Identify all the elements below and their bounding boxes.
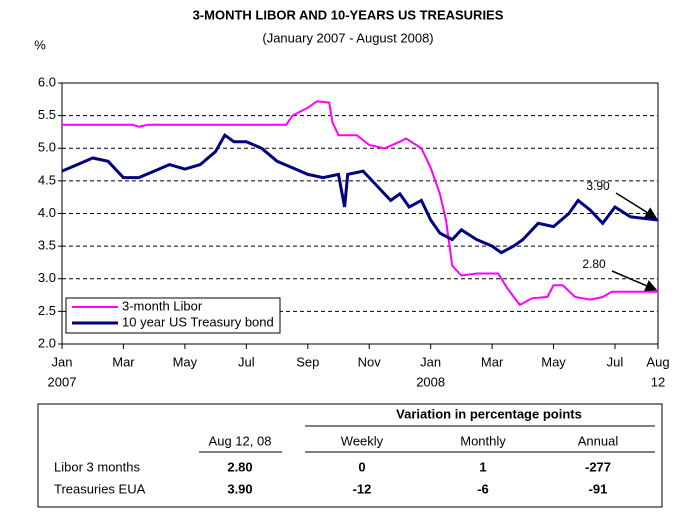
y-tick-label: 4.0 bbox=[38, 205, 56, 220]
legend-label: 10 year US Treasury bond bbox=[122, 314, 274, 329]
table-column-header: Aug 12, 08 bbox=[209, 433, 272, 448]
y-tick-label: 3.5 bbox=[38, 238, 56, 253]
x-year-label: 12 bbox=[651, 374, 665, 389]
x-year-label: 2008 bbox=[416, 374, 445, 389]
y-tick-label: 5.0 bbox=[38, 140, 56, 155]
plot-frame bbox=[61, 82, 659, 345]
table-frame bbox=[37, 403, 663, 508]
chart-title: 3-MONTH LIBOR AND 10-YEARS US TREASURIES bbox=[193, 7, 504, 22]
table-cell: 1 bbox=[479, 459, 486, 474]
x-tick-label: Mar bbox=[112, 354, 135, 369]
table-cell: 3.90 bbox=[227, 481, 252, 496]
y-axis-label: % bbox=[34, 37, 46, 52]
annotation: 3.90 bbox=[586, 179, 610, 193]
x-tick-label: Jan bbox=[52, 354, 73, 369]
table-row-label: Libor 3 months bbox=[54, 459, 140, 474]
series-line bbox=[61, 133, 659, 255]
x-tick-label: May bbox=[541, 354, 566, 369]
y-tick-label: 6.0 bbox=[38, 74, 56, 89]
x-tick-label: Nov bbox=[358, 354, 382, 369]
y-tick-label: 4.5 bbox=[38, 172, 56, 187]
annotation: 2.80 bbox=[582, 257, 606, 271]
table-cell: -12 bbox=[353, 481, 372, 496]
annotation-arrow bbox=[611, 270, 658, 292]
annotation-arrow bbox=[615, 192, 658, 219]
table-cell: -6 bbox=[477, 481, 489, 496]
table-column-header: Weekly bbox=[341, 433, 384, 448]
legend-label: 3-month Libor bbox=[122, 298, 203, 313]
x-tick-label: Jan bbox=[420, 354, 441, 369]
chart-subtitle: (January 2007 - August 2008) bbox=[262, 30, 433, 45]
x-tick-label: Jul bbox=[238, 354, 255, 369]
table-cell: 0 bbox=[358, 459, 365, 474]
table-row-label: Treasuries EUA bbox=[54, 481, 146, 496]
table-column-header: Monthly bbox=[460, 433, 506, 448]
table-cell: -91 bbox=[589, 481, 608, 496]
table-cell: -277 bbox=[585, 459, 611, 474]
legend-box bbox=[65, 297, 281, 334]
x-year-label: 2007 bbox=[48, 374, 77, 389]
table-group-header: Variation in percentage points bbox=[396, 406, 582, 421]
y-tick-label: 2.0 bbox=[38, 335, 56, 350]
series-line bbox=[62, 100, 658, 307]
table-cell: 2.80 bbox=[227, 459, 252, 474]
y-tick-label: 3.0 bbox=[38, 270, 56, 285]
x-tick-label: Mar bbox=[481, 354, 504, 369]
y-tick-label: 5.5 bbox=[38, 107, 56, 122]
x-tick-label: Aug bbox=[646, 354, 669, 369]
y-tick-label: 2.5 bbox=[38, 303, 56, 318]
x-tick-label: Jul bbox=[607, 354, 624, 369]
table-column-header: Annual bbox=[578, 433, 619, 448]
x-tick-label: Sep bbox=[296, 354, 319, 369]
x-tick-label: May bbox=[173, 354, 198, 369]
